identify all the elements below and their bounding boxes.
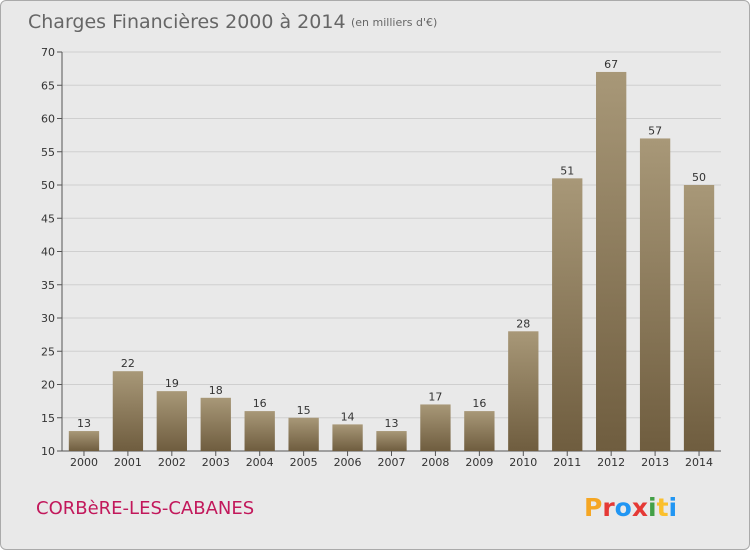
data-label-2002: 19 <box>165 377 179 390</box>
x-tick-label: 2002 <box>158 456 186 469</box>
data-label-2000: 13 <box>77 417 91 430</box>
y-tick-label: 30 <box>41 312 55 325</box>
y-tick-label: 65 <box>41 79 55 92</box>
y-tick-label: 10 <box>41 445 55 458</box>
logo-letter: o <box>615 493 632 522</box>
data-label-2003: 18 <box>209 384 223 397</box>
y-tick-label: 70 <box>41 46 55 59</box>
x-tick-label: 2006 <box>334 456 362 469</box>
bar-2014 <box>683 185 715 451</box>
data-label-2004: 16 <box>253 397 267 410</box>
x-tick-label: 2011 <box>553 456 581 469</box>
x-tick-label: 2003 <box>202 456 230 469</box>
y-tick-label: 60 <box>41 113 55 126</box>
logo-letter: i <box>648 493 657 522</box>
chart-title: Charges Financières 2000 à 2014 <box>28 11 346 33</box>
bar-2013 <box>639 138 671 451</box>
data-label-2007: 13 <box>385 417 399 430</box>
logo-letter: x <box>632 493 648 522</box>
logo-letter: i <box>669 493 678 522</box>
bar-2003 <box>200 397 231 451</box>
data-label-2008: 17 <box>428 390 442 403</box>
y-tick-label: 55 <box>41 146 55 159</box>
x-tick-label: 2010 <box>509 456 537 469</box>
proxiti-logo: Proxiti <box>584 493 677 522</box>
data-label-2012: 67 <box>604 58 618 71</box>
bar-2005 <box>288 417 319 451</box>
data-label-2010: 28 <box>516 317 530 330</box>
bar-2000 <box>68 431 100 451</box>
bar-2001 <box>112 371 144 451</box>
commune-name: CORBèRE-LES-CABANES <box>36 498 254 519</box>
y-tick-label: 20 <box>41 379 55 392</box>
bar-2006 <box>332 424 363 451</box>
logo-letter: P <box>584 493 602 522</box>
y-tick-label: 15 <box>41 412 55 425</box>
data-label-2011: 51 <box>560 164 574 177</box>
x-tick-label: 2013 <box>641 456 669 469</box>
x-tick-label: 2000 <box>70 456 98 469</box>
data-label-2009: 16 <box>472 397 486 410</box>
y-tick-label: 50 <box>41 179 55 192</box>
x-tick-label: 2009 <box>465 456 493 469</box>
data-label-2001: 22 <box>121 357 135 370</box>
logo-letter: t <box>657 493 669 522</box>
bar-2011 <box>552 178 583 451</box>
bar-series: 13 22 19 18 16 15 14 13 17 16 28 51 67 57 50 <box>68 58 715 451</box>
bar-2007 <box>376 431 407 451</box>
y-tick-label: 40 <box>41 246 55 259</box>
y-tick-label: 45 <box>41 212 55 225</box>
x-tick-label: 2004 <box>246 456 274 469</box>
x-tick-label: 2005 <box>290 456 318 469</box>
x-tick-label: 2001 <box>114 456 142 469</box>
x-axis: 2000 2001 2002 2003 2004 2005 2006 2007 2008 2009… <box>70 451 713 469</box>
bar-2010 <box>508 331 539 451</box>
data-label-2014: 50 <box>692 171 706 184</box>
bar-2009 <box>464 411 495 451</box>
x-tick-label: 2007 <box>378 456 406 469</box>
chart-unit: (en milliers d'€) <box>351 16 437 29</box>
logo-letter: r <box>602 493 615 522</box>
bar-2004 <box>244 411 275 451</box>
data-label-2006: 14 <box>341 410 355 423</box>
x-tick-label: 2008 <box>421 456 449 469</box>
data-label-2005: 15 <box>297 404 311 417</box>
y-tick-label: 35 <box>41 279 55 292</box>
bar-2012 <box>596 71 627 451</box>
data-label-2013: 57 <box>648 124 662 137</box>
y-tick-label: 25 <box>41 345 55 358</box>
bar-2002 <box>156 391 187 451</box>
x-tick-label: 2014 <box>685 456 713 469</box>
bar-2008 <box>420 404 451 451</box>
x-tick-label: 2012 <box>597 456 625 469</box>
